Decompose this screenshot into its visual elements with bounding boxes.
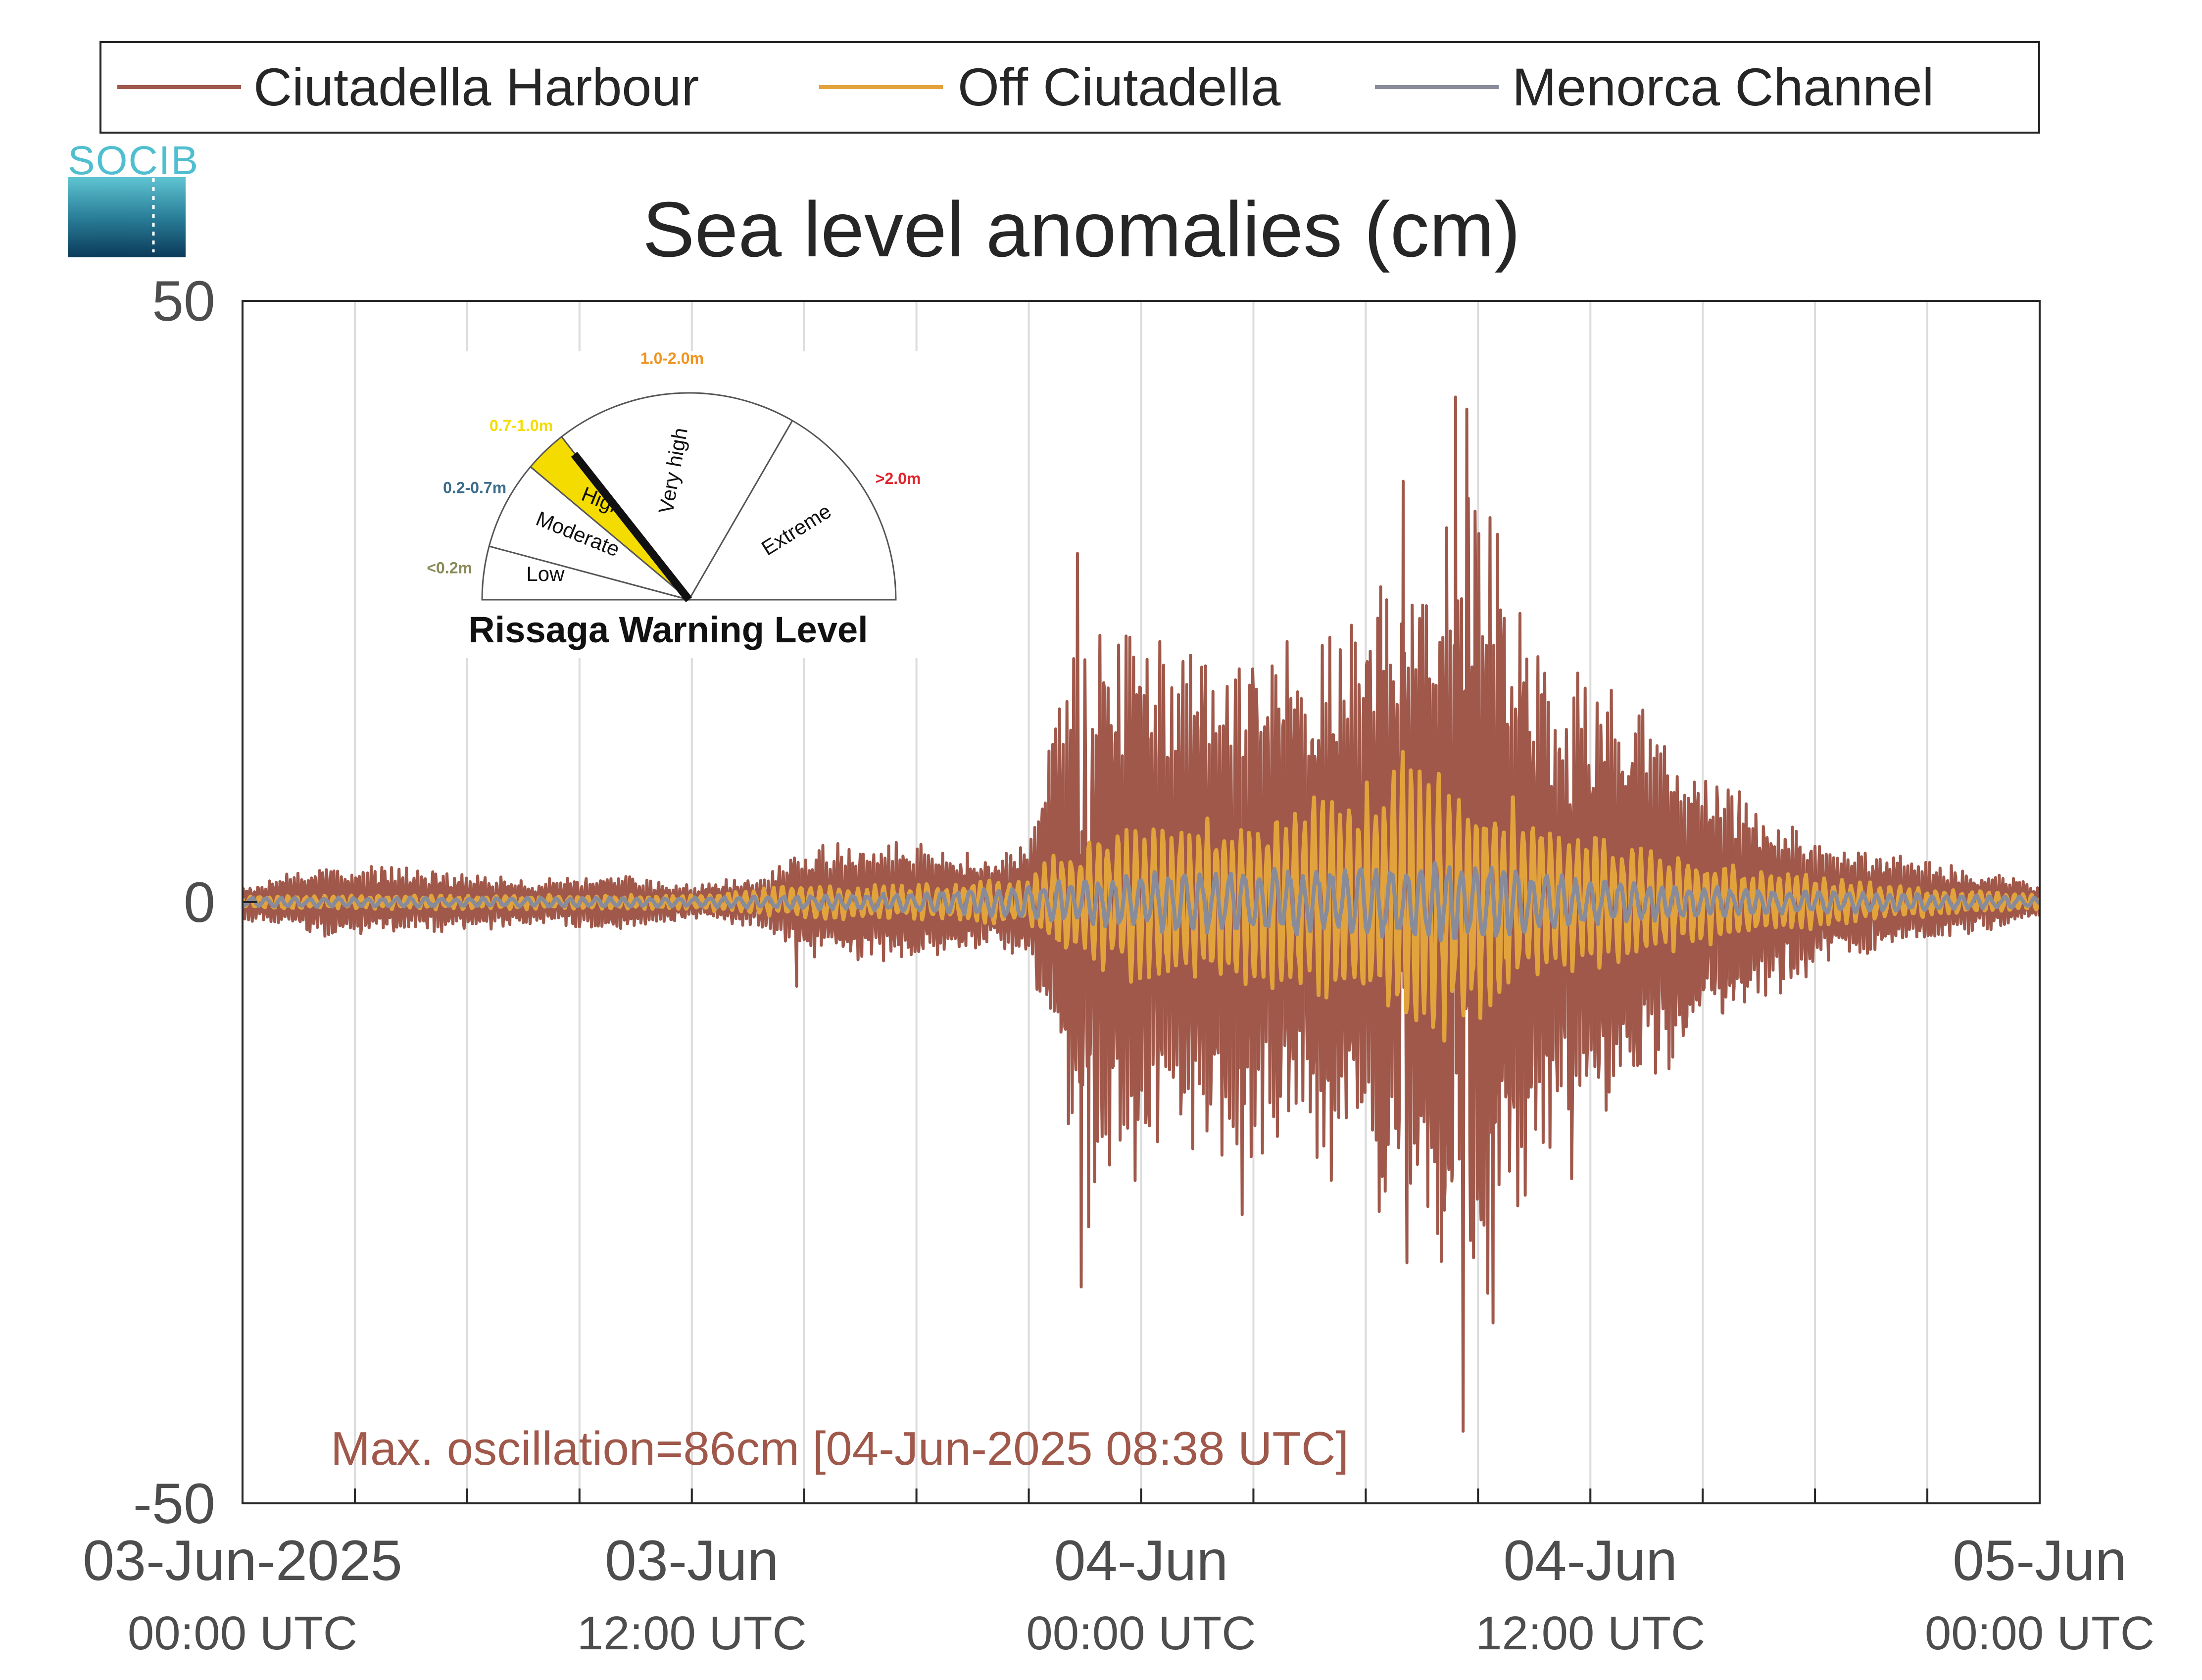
x-tick-label: 04-Jun	[1054, 1529, 1228, 1592]
legend-box	[99, 41, 2040, 134]
gauge-sector-label: Low	[526, 562, 565, 585]
chart-title: Sea level anomalies (cm)	[642, 186, 1520, 273]
socib-logo: SOCIB	[68, 138, 199, 257]
gauge-range-label: >2.0m	[876, 470, 921, 487]
legend-label-menorca-channel: Menorca Channel	[1512, 57, 1934, 117]
y-tick-label: 50	[152, 270, 215, 333]
legend-label-off-ciutadella: Off Ciutadella	[958, 57, 1281, 117]
gauge-needle	[571, 452, 692, 602]
gauge-sector-extreme	[687, 419, 897, 601]
y-tick-label: 0	[184, 871, 215, 934]
x-tick-sublabel: 00:00 UTC	[1026, 1607, 1256, 1660]
y-tick-label: -50	[133, 1472, 215, 1536]
x-tick-label: 03-Jun-2025	[83, 1529, 402, 1592]
y-ticks: 50 0 -50	[133, 270, 257, 1536]
max-oscillation-annotation: Max. oscillation=86cm [04-Jun-2025 08:38…	[331, 1422, 1349, 1475]
x-tick-sublabel: 12:00 UTC	[577, 1607, 807, 1660]
socib-logo-text: SOCIB	[68, 138, 199, 183]
gauge-title: Rissaga Warning Level	[468, 609, 868, 650]
series-layer	[243, 395, 2040, 1433]
gauge-range-label: 1.0-2.0m	[640, 349, 704, 367]
gauge-sector-very-high	[560, 392, 794, 601]
x-ticks: 03-Jun-2025 00:00 UTC 03-Jun 12:00 UTC 04-Ju…	[83, 1488, 2154, 1660]
x-tick-label: 03-Jun	[605, 1529, 779, 1592]
legend: Ciutadella Harbour Off Ciutadella Menorc…	[99, 41, 2040, 134]
x-tick-sublabel: 00:00 UTC	[128, 1607, 357, 1660]
x-tick-label: 04-Jun	[1503, 1529, 1677, 1592]
gauge-range-label: 0.7-1.0m	[489, 417, 553, 434]
legend-label-ciutadella-harbour: Ciutadella Harbour	[253, 57, 699, 117]
socib-logo-gradient	[68, 177, 186, 257]
gauge-range-label: <0.2m	[427, 559, 472, 576]
gauge-sector-moderate	[488, 466, 689, 601]
gauge-range-label: 0.2-0.7m	[443, 479, 506, 497]
x-tick-sublabel: 12:00 UTC	[1475, 1607, 1705, 1660]
x-tick-sublabel: 00:00 UTC	[1925, 1607, 2154, 1660]
x-tick-label: 05-Jun	[1953, 1529, 2127, 1592]
series-line-menorca-channel	[243, 861, 2040, 943]
